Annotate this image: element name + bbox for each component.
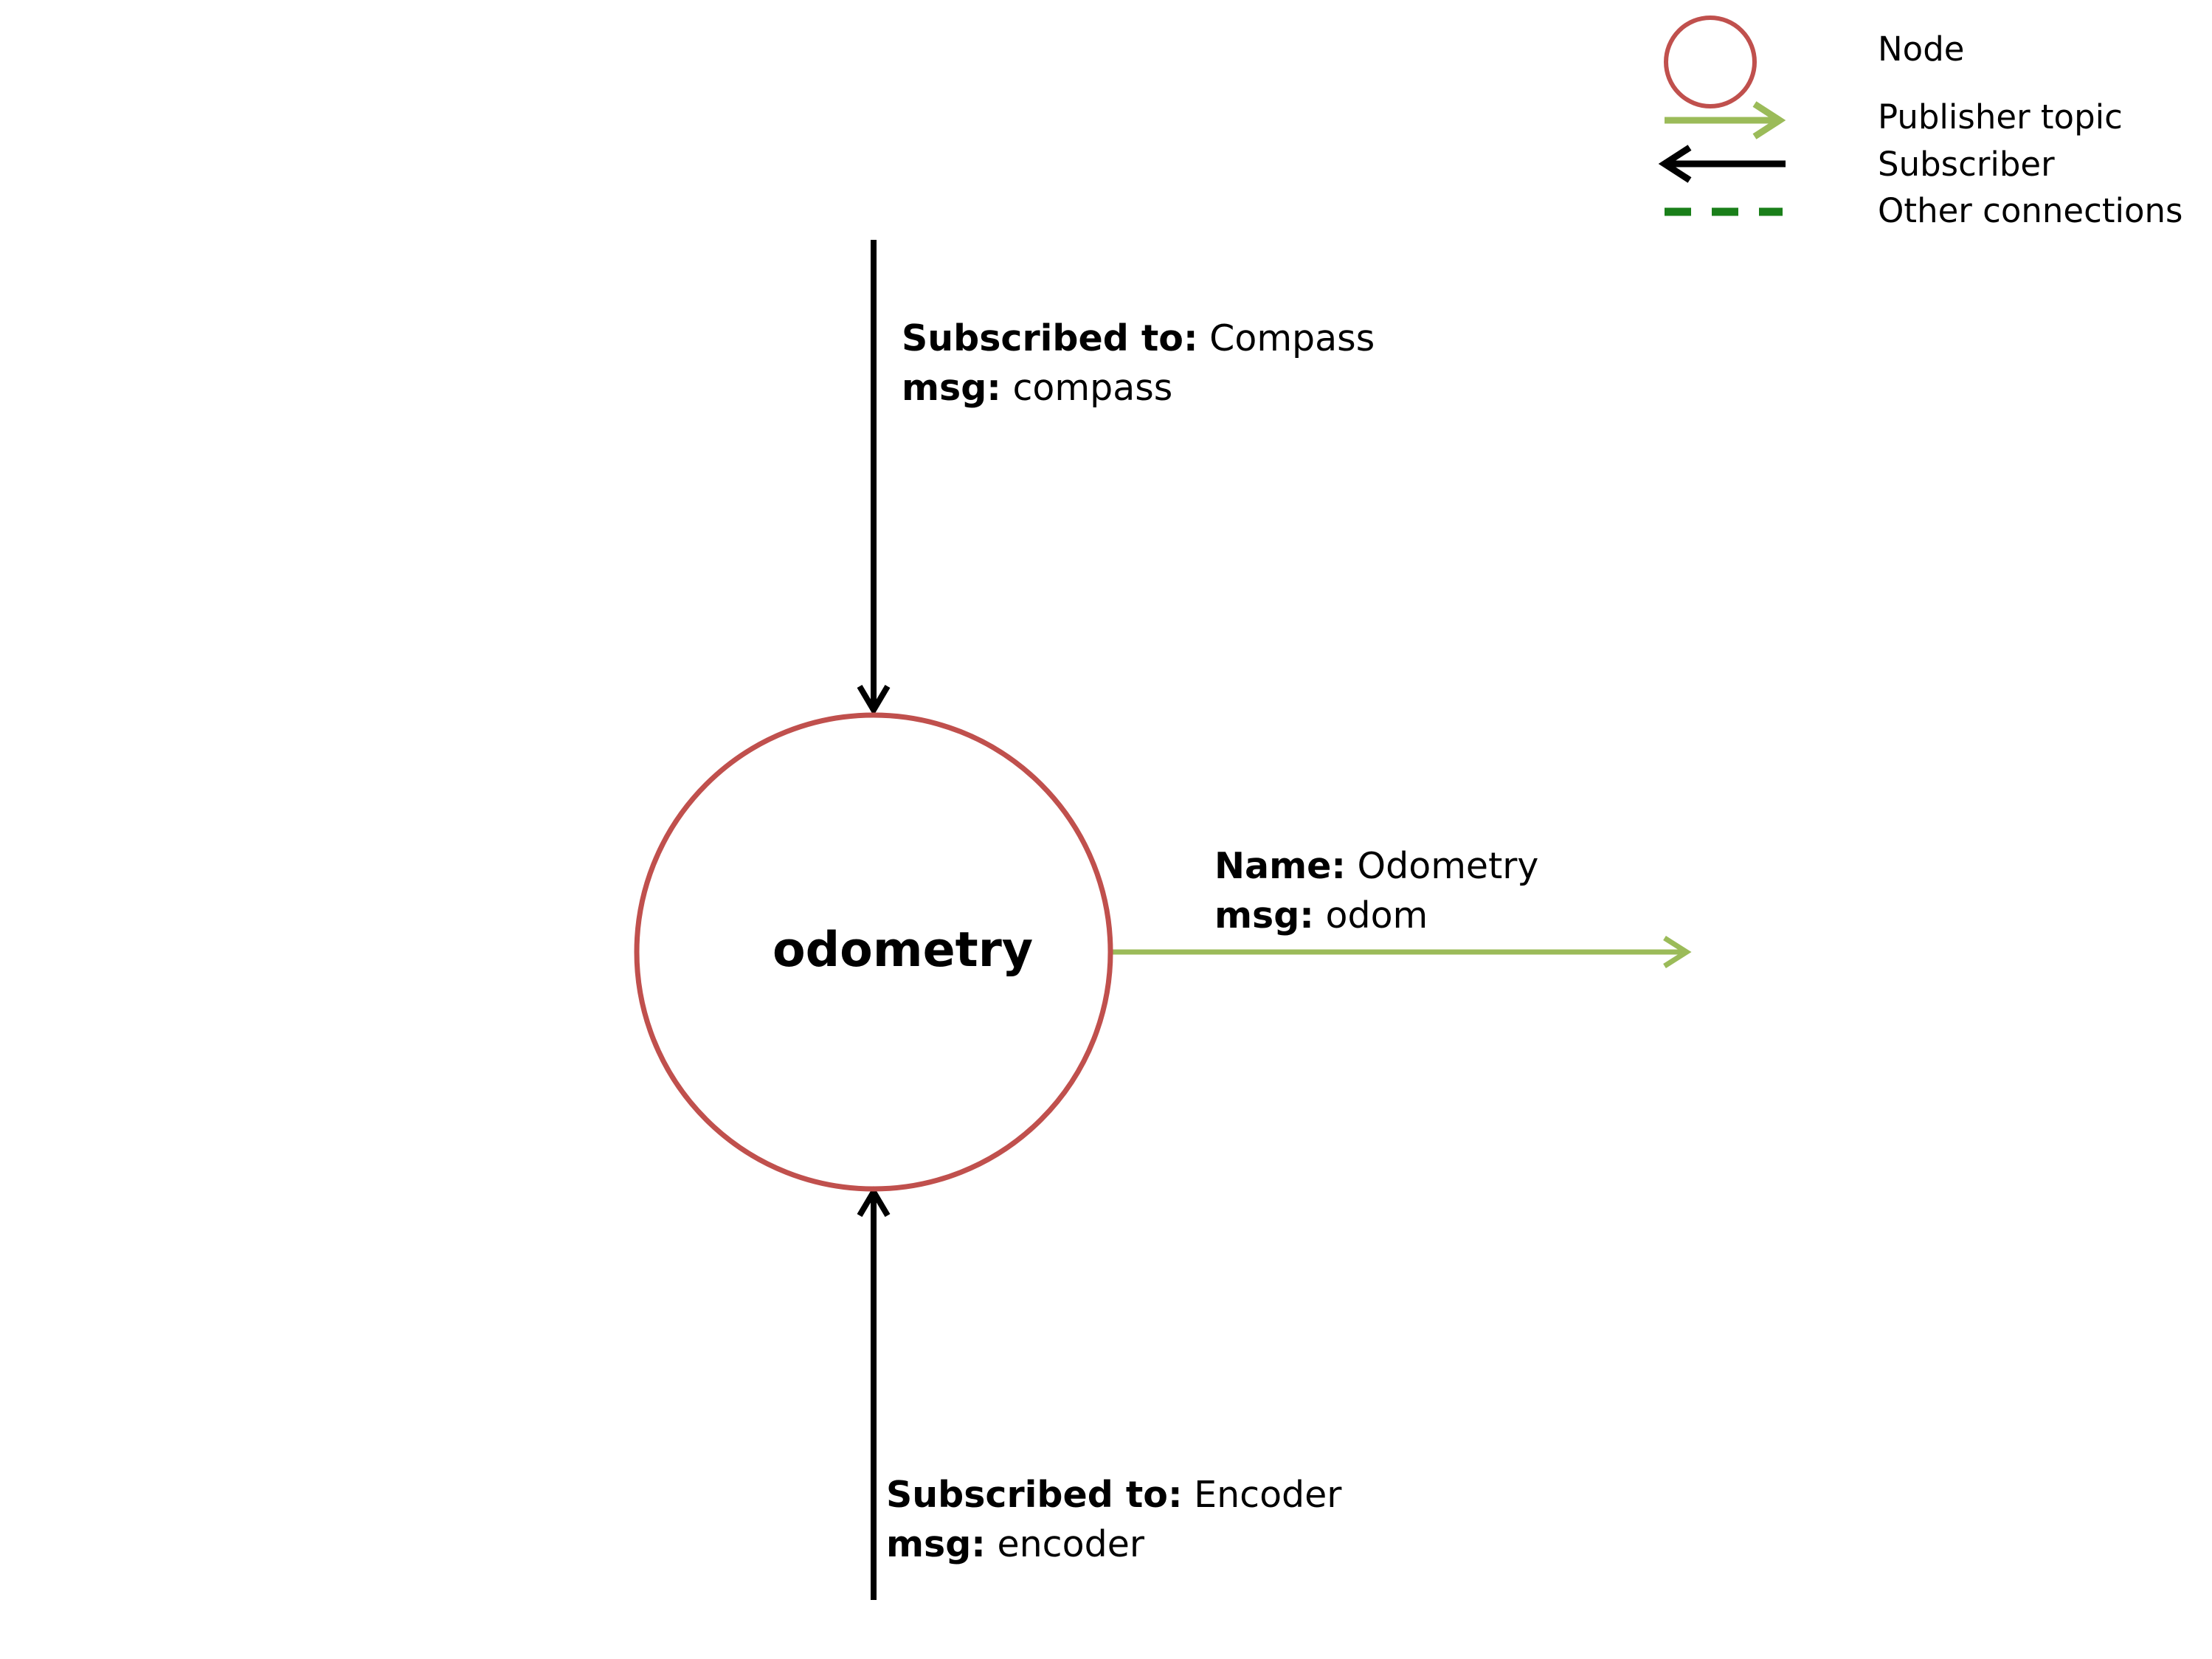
node-name-label: odometry bbox=[773, 922, 1034, 978]
encoder-subscriber-arrow bbox=[857, 1186, 891, 1600]
odom-edge-msg-line: msg: odom bbox=[1214, 897, 1428, 934]
odometry-node-circle bbox=[634, 712, 1113, 1192]
odom-publisher-arrow bbox=[1109, 936, 1692, 968]
odom-msg-value: odom bbox=[1313, 894, 1428, 937]
legend-publisher-arrow-icon bbox=[1665, 101, 1786, 139]
legend-publisher-label: Publisher topic bbox=[1878, 97, 2123, 137]
legend-other-connections-label: Other connections bbox=[1878, 191, 2183, 230]
legend-node-icon bbox=[1664, 15, 1757, 108]
compass-edge-topic-line: Subscribed to: Compass bbox=[902, 320, 1375, 356]
encoder-msg-value: encoder bbox=[985, 1523, 1144, 1565]
encoder-msg-key: msg: bbox=[886, 1523, 986, 1565]
encoder-edge-topic-line: Subscribed to: Encoder bbox=[886, 1477, 1341, 1513]
compass-msg-key: msg: bbox=[902, 367, 1001, 409]
compass-msg-value: compass bbox=[1000, 367, 1173, 409]
legend-subscriber-arrow-icon bbox=[1658, 145, 1786, 183]
encoder-topic-value: Encoder bbox=[1182, 1474, 1342, 1516]
compass-edge-msg-line: msg: compass bbox=[902, 370, 1172, 406]
odom-edge-name-line: Name: Odometry bbox=[1214, 848, 1538, 884]
legend-node-label: Node bbox=[1878, 30, 1965, 69]
odom-name-key: Name: bbox=[1214, 845, 1346, 887]
compass-subscriber-arrow bbox=[857, 240, 891, 716]
compass-topic-value: Compass bbox=[1197, 317, 1375, 359]
legend-subscriber-label: Subscriber bbox=[1878, 145, 2055, 184]
compass-topic-key: Subscribed to: bbox=[902, 317, 1198, 359]
odom-msg-key: msg: bbox=[1214, 894, 1314, 937]
encoder-topic-key: Subscribed to: bbox=[886, 1474, 1183, 1516]
odom-name-value: Odometry bbox=[1345, 845, 1539, 887]
encoder-edge-msg-line: msg: encoder bbox=[886, 1526, 1144, 1562]
